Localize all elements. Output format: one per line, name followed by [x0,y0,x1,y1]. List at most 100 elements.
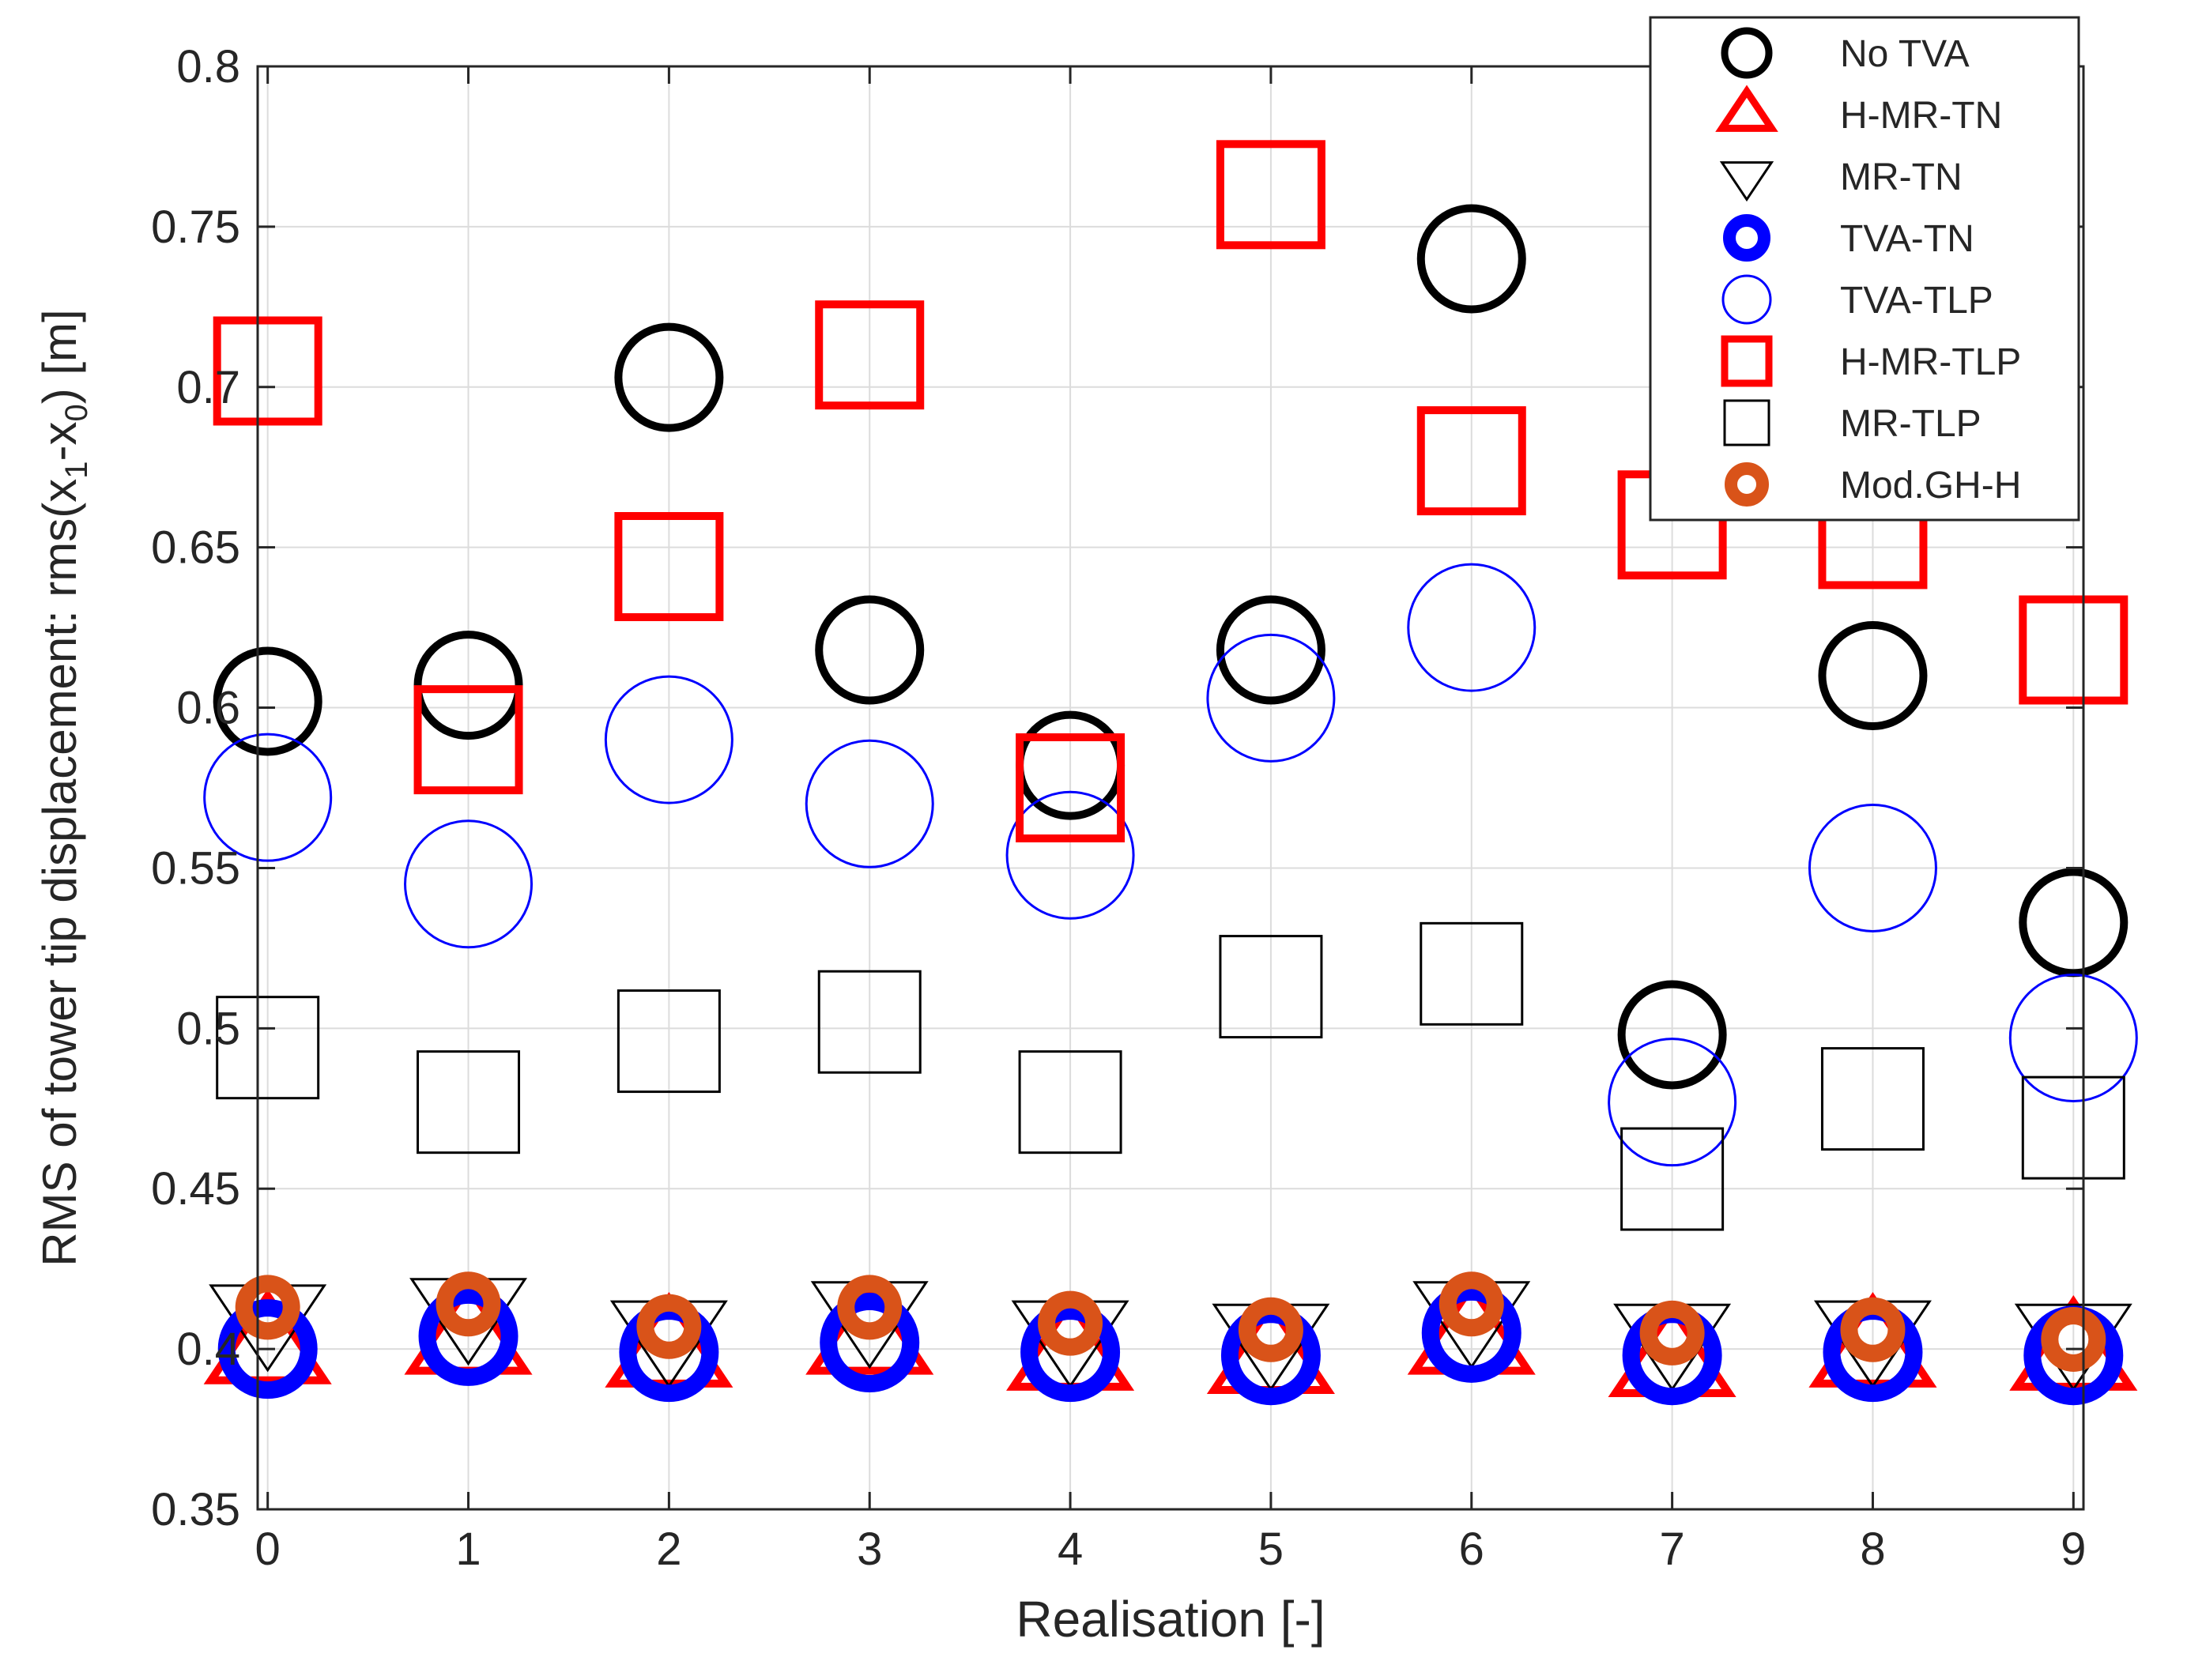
data-point-mr-tlp [1219,935,1323,1039]
data-point-h-mr-tlp [614,512,724,622]
y-axis-label-sub1: 1 [59,461,94,479]
data-point-mr-tlp [216,996,320,1100]
data-point-mr-tlp [1018,1050,1122,1155]
data-point-h-mr-tlp [815,300,925,410]
tick-labels: 0 1 2 3 4 5 6 7 8 9 0.35 0.4 0.45 0.5 0.55 0.6 0.65 0.7 0.… [151,41,2086,1575]
legend-marker [1723,399,1770,446]
legend-label: H-MR-TN [1840,95,2002,137]
data-point-tva-tlp [404,819,534,949]
legend-label: H-MR-TLP [1840,341,2021,383]
data-point-h-mr-tn [805,1279,934,1375]
legend-marker [1721,335,1773,387]
data-point-tva-tlp [2008,974,2138,1103]
y-tick-label: 0.35 [151,1484,240,1535]
y-tick-label: 0.55 [151,842,240,894]
legend-label: Mod.GH-H [1840,465,2021,507]
data-point-no-tva [1818,620,1928,730]
x-axis-label: Realisation [-] [1016,1591,1325,1648]
data-point-mod-gh-h [837,1275,903,1340]
data-point-no-tva [2019,868,2129,977]
data-point-tva-tlp [203,733,333,862]
y-tick-label: 0.5 [176,1003,240,1054]
data-point-h-mr-tlp [213,316,322,426]
data-point-mod-gh-h [1639,1300,1705,1365]
y-tick-label: 0.75 [151,202,240,253]
data-markers [203,140,2138,1406]
legend-marker [1719,161,1774,202]
legend-label: MR-TLP [1840,403,1981,445]
data-point-mod-gh-h [1439,1271,1504,1337]
y-axis-label-sub2: 0 [59,404,94,421]
data-point-no-tva [1416,204,1526,314]
data-point-tva-tlp [805,739,934,868]
data-point-mr-tlp [1820,1047,1925,1151]
x-tick-label: 7 [1659,1524,1684,1575]
data-point-mr-tlp [817,970,922,1074]
data-point-tva-tn [820,1292,920,1392]
x-tick-label: 8 [1860,1524,1885,1575]
y-tick-label: 0.8 [176,41,240,92]
data-point-mr-tlp [2021,1075,2125,1180]
data-point-mr-tlp [1420,921,1524,1026]
series-h-mr-tlp [213,140,2129,842]
y-tick-label: 0.7 [176,362,240,413]
y-axis-label-suffix: ) [m] [33,309,86,404]
x-tick-label: 0 [255,1524,281,1575]
data-point-mr-tlp [1620,1127,1725,1231]
legend: No TVA H-MR-TN MR-TN TVA-TN TVA-TLP H-MR-TLP M… [1649,16,2080,522]
data-point-tva-tn [418,1286,518,1386]
data-point-mr-tlp [617,989,721,1094]
data-point-no-tva [1216,595,1325,705]
data-point-tva-tlp [1608,1038,1737,1167]
data-point-tva-tlp [1407,563,1537,692]
data-point-h-mr-tlp [1416,406,1526,516]
data-point-no-tva [213,646,322,756]
series-mod-gh-h [235,1271,2106,1372]
data-point-tva-tn [1421,1283,1521,1383]
x-tick-label: 2 [656,1524,681,1575]
data-point-mod-gh-h [1038,1290,1103,1356]
y-tick-label: 0.6 [176,683,240,734]
data-point-mod-gh-h [2041,1306,2106,1372]
data-point-h-mr-tlp [1016,733,1126,842]
data-point-tva-tlp [1808,803,1937,932]
data-point-no-tva [815,595,925,705]
x-tick-label: 6 [1459,1524,1484,1575]
series-mr-tlp [216,921,2125,1231]
x-tick-label: 3 [857,1524,882,1575]
data-point-tva-tlp [1005,790,1135,920]
x-tick-label: 5 [1258,1524,1284,1575]
y-axis-label: RMS of tower tip displacement: rms(x1-x0… [33,309,94,1266]
legend-marker [1725,462,1769,507]
data-point-mod-gh-h [1840,1297,1906,1362]
data-point-tva-tn [1020,1302,1121,1403]
data-point-h-mr-tlp [1216,140,1325,250]
legend-label: TVA-TN [1840,218,1974,260]
y-axis-label-middle: -x [33,422,86,461]
data-point-tva-tlp [1206,633,1336,763]
y-tick-label: 0.4 [176,1324,240,1375]
legend-label: MR-TN [1840,156,1963,198]
y-tick-label: 0.65 [151,522,240,574]
series-tva-tlp [203,563,2138,1167]
legend-marker [1721,274,1772,325]
plot-frame [256,65,2085,1511]
legend-box [1649,16,2080,522]
y-tick-label: 0.45 [151,1163,240,1215]
data-point-mod-gh-h [436,1271,501,1337]
data-point-no-tva [1617,980,1727,1090]
y-axis-label-prefix: RMS of tower tip displacement: rms(x [33,479,86,1267]
data-point-mod-gh-h [1238,1297,1303,1362]
data-point-mr-tlp [417,1050,521,1155]
data-point-tva-tn [217,1299,318,1399]
data-point-h-mr-tn [203,1288,332,1384]
legend-marker [1723,214,1770,262]
legend-marker [1715,85,1778,132]
data-point-h-mr-tlp [2019,595,2129,705]
data-point-h-mr-tlp [413,685,523,795]
x-tick-label: 4 [1058,1524,1083,1575]
legend-marker [1721,27,1773,79]
legend-label: TVA-TLP [1840,280,1993,322]
